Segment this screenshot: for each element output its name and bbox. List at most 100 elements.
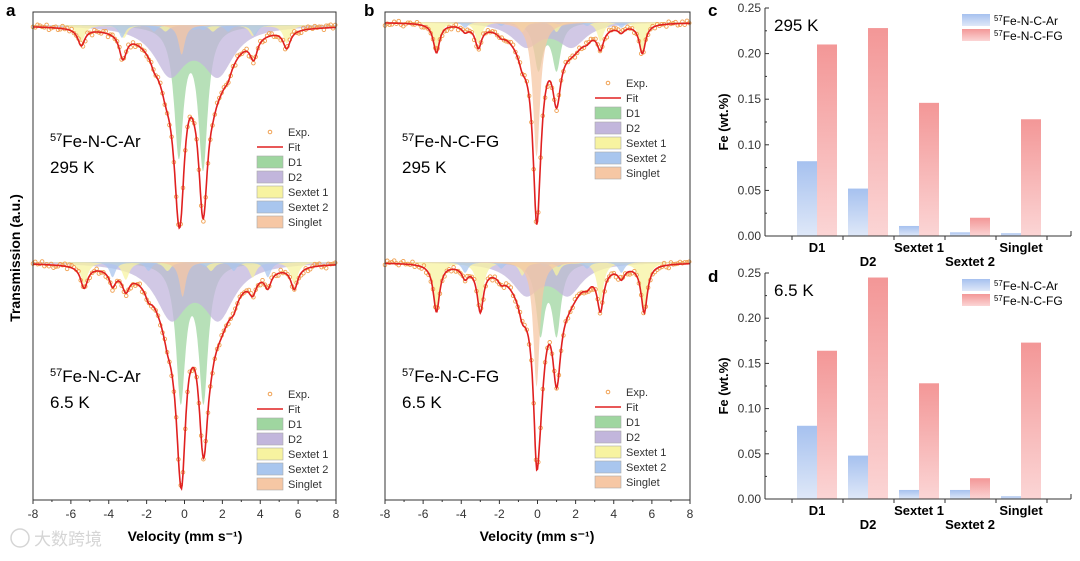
legend-label: D2: [626, 123, 640, 135]
legend-swatch-sextet-2: [594, 460, 622, 474]
y-tick-label: 0.25: [738, 266, 762, 280]
x-tick-label: -8: [28, 507, 39, 521]
y-tick-label: 0.05: [738, 183, 762, 197]
exp-point: [146, 300, 152, 306]
legend-label: Singlet: [288, 479, 322, 491]
component-area-singlet: [33, 262, 336, 297]
legend-label: Fit: [626, 402, 638, 414]
exp-point: [267, 31, 272, 36]
component-area-sextet-2: [33, 25, 336, 38]
legend-label: Exp.: [626, 78, 648, 90]
y-tick-label: 0.20: [738, 47, 762, 61]
legend-swatch-singlet: [594, 166, 622, 180]
sample-label-name: Fe-N-C-FG: [414, 132, 499, 151]
legend-label-name: Fe-N-C-Ar: [1003, 279, 1058, 293]
exp-point: [579, 290, 584, 295]
panel-letter-c: c: [708, 1, 717, 20]
temperature-annotation: 295 K: [774, 16, 819, 35]
exp-point: [105, 34, 111, 40]
y-tick-label: 0.00: [738, 492, 762, 506]
legend-label: Sextet 1: [288, 187, 328, 199]
x-tick-label: 6: [649, 507, 656, 521]
bar-ar-d2: [848, 188, 868, 236]
x-category-label: Sextet 1: [894, 503, 944, 518]
legend-swatch-fg: [962, 294, 990, 306]
exp-point: [401, 258, 406, 264]
exp-point: [391, 258, 397, 263]
legend-swatch-d2: [256, 432, 284, 446]
legend-label: D2: [288, 434, 302, 446]
bar-fg-singlet: [1021, 342, 1041, 499]
exp-point: [648, 27, 653, 32]
legend-label: Sextet 2: [626, 462, 666, 474]
legend-swatch-d2: [256, 170, 284, 184]
x-tick-label: -8: [380, 507, 391, 521]
exp-point: [497, 35, 502, 40]
exp-point: [426, 26, 431, 32]
x-category-label: Singlet: [999, 240, 1043, 255]
x-tick-label: 4: [257, 507, 264, 521]
exp-point: [458, 271, 463, 276]
exp-point: [455, 268, 461, 274]
exp-point: [89, 32, 95, 38]
x-category-label: Sextet 2: [945, 254, 995, 269]
exp-point: [251, 60, 256, 66]
legend-label: Sextet 1: [626, 447, 666, 459]
legend-swatch-ar: [962, 279, 990, 291]
legend-swatch-d1: [594, 106, 622, 120]
sample-label: 57Fe-N-C-FG: [402, 132, 499, 151]
panel-letter-d: d: [708, 267, 718, 286]
legend-label: Sextet 2: [288, 464, 328, 476]
legend-label: D2: [288, 172, 302, 184]
component-area-sextet-2: [385, 22, 690, 28]
legend-label-superscript: 57: [994, 14, 1003, 23]
bar-ar-sextet-2: [950, 489, 970, 499]
legend-swatch-sextet-1: [256, 185, 284, 199]
legend-label: D2: [626, 432, 640, 444]
y-tick-label: 0.00: [738, 229, 762, 243]
component-area-sextet-2: [33, 262, 336, 278]
legend-label: Fit: [288, 404, 300, 416]
spectrum-6.5K: 57Fe-N-C-FG 6.5 K Exp. Fit D1 D2 Sextet 1 Sexte…: [382, 258, 692, 489]
component-area-singlet: [385, 262, 690, 387]
legend-label-superscript: 57: [994, 279, 1003, 288]
exp-point: [239, 51, 245, 56]
component-area-d1: [33, 262, 336, 406]
exp-point: [547, 340, 552, 345]
legend-label-superscript: 57: [994, 29, 1003, 38]
exp-point: [71, 30, 77, 36]
legend-label: 57Fe-N-C-Ar: [994, 279, 1058, 293]
bar-ar-d1: [797, 161, 817, 236]
y-tick-label: 0.25: [738, 1, 762, 15]
exp-point: [328, 22, 333, 27]
legend-label: D1: [626, 108, 640, 120]
exp-point: [94, 266, 99, 272]
x-category-label: D1: [809, 240, 826, 255]
exp-point: [39, 259, 45, 264]
exp-point: [48, 261, 54, 267]
legend-swatch-d2: [594, 430, 622, 444]
legend-label: 57Fe-N-C-Ar: [994, 14, 1058, 28]
y-tick-label: 0.20: [738, 311, 762, 325]
legend-label-name: Fe-N-C-FG: [1003, 294, 1063, 308]
x-axis-title-b: Velocity (mm s⁻¹): [480, 528, 595, 544]
legend-marker-exp: [267, 129, 273, 135]
legend-label: Singlet: [626, 168, 660, 180]
x-tick-label: -6: [66, 507, 77, 521]
legend-label: Singlet: [626, 477, 660, 489]
exp-point: [410, 259, 415, 265]
legend-swatch-sextet-2: [256, 462, 284, 476]
exp-point: [292, 287, 297, 292]
bar-fg-sextet-2: [970, 478, 990, 499]
x-tick-label: 2: [572, 507, 579, 521]
exp-point: [661, 260, 667, 266]
exp-point: [506, 39, 511, 45]
sample-label-superscript: 57: [50, 132, 62, 144]
x-tick-label: 8: [687, 507, 694, 521]
temperature-label: 6.5 K: [402, 393, 442, 412]
sample-label-superscript: 57: [402, 367, 414, 379]
exp-point: [462, 278, 468, 284]
